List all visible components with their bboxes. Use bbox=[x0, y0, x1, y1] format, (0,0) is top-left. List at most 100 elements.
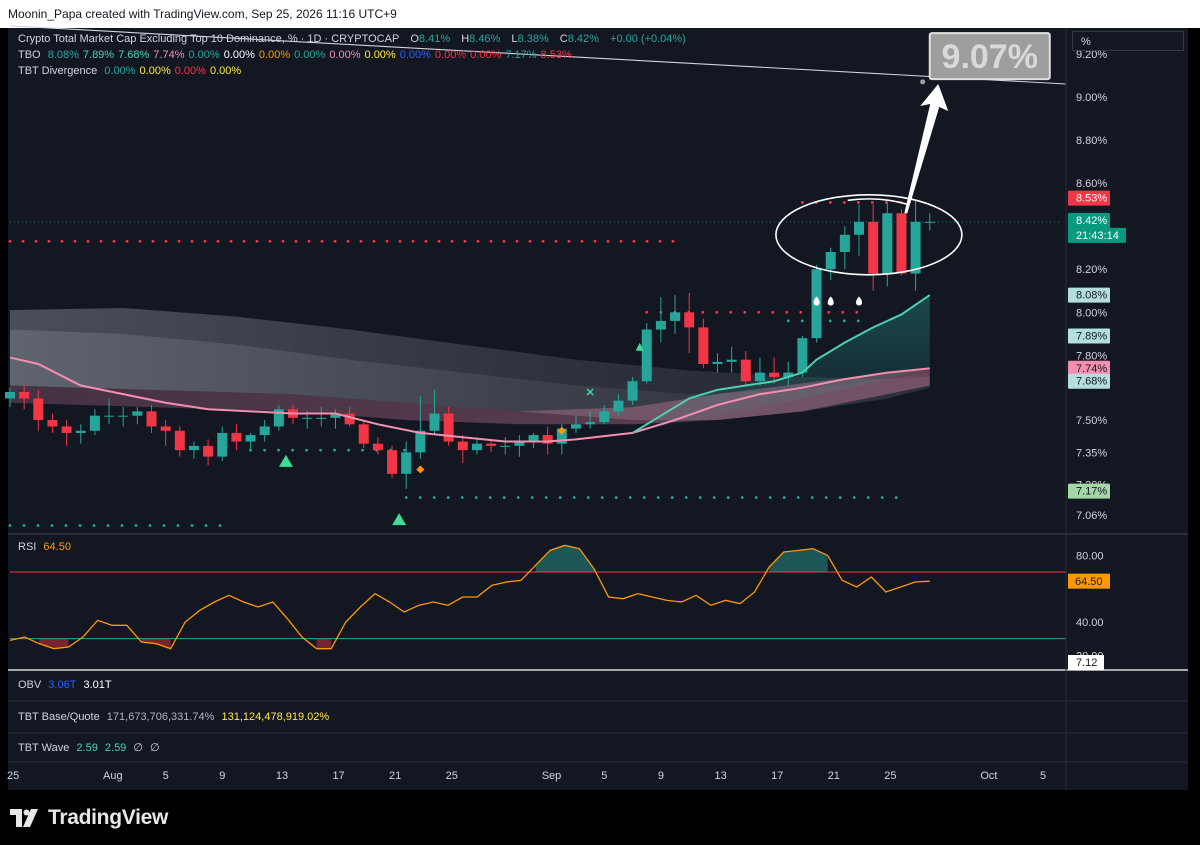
high-label: H bbox=[461, 33, 470, 45]
candle-body bbox=[75, 430, 86, 433]
resistance-dot bbox=[242, 239, 246, 243]
candle-body bbox=[514, 441, 525, 446]
resistance-dot bbox=[437, 239, 441, 243]
support-dot bbox=[162, 524, 166, 527]
candle-body bbox=[118, 415, 129, 417]
time-tick-label: 13 bbox=[715, 770, 727, 782]
scale-mode-button[interactable]: % bbox=[1072, 31, 1184, 51]
tbt-wave-legend[interactable]: TBT Wave 2.59 2.59 ∅ ∅ bbox=[18, 741, 164, 754]
tbo-value: 0.00% bbox=[223, 49, 255, 61]
resistance-dot bbox=[785, 310, 789, 314]
candle-body bbox=[797, 338, 808, 373]
support-dot bbox=[516, 496, 520, 499]
candle-body bbox=[415, 430, 426, 453]
rsi-tick-label: 80.00 bbox=[1076, 550, 1104, 562]
rsi-zone-fill bbox=[316, 638, 332, 649]
candle-body bbox=[868, 221, 879, 274]
tbo-value: 0.00% bbox=[258, 49, 291, 61]
tbo-value: 0.00% bbox=[470, 49, 502, 61]
wave-drop-marker bbox=[856, 296, 862, 306]
low-label: L bbox=[511, 33, 518, 45]
support-dot bbox=[726, 496, 730, 499]
resistance-dot bbox=[320, 239, 324, 243]
support-dot bbox=[614, 496, 618, 499]
resistance-dot bbox=[190, 239, 194, 243]
candle-body bbox=[839, 234, 850, 252]
target-label-box bbox=[928, 32, 1051, 81]
divergence-diamond bbox=[416, 465, 425, 474]
candle-body bbox=[302, 417, 313, 419]
target-label-text: 9.07% bbox=[942, 38, 1038, 76]
support-dot bbox=[204, 524, 208, 527]
rsi-legend[interactable]: RSI 64.50 bbox=[18, 541, 75, 553]
resistance-dot bbox=[715, 310, 719, 314]
support-dot bbox=[474, 496, 478, 499]
close-label: C bbox=[559, 33, 568, 45]
support-dot bbox=[628, 496, 632, 499]
resistance-dot bbox=[177, 239, 181, 243]
price-badge bbox=[1068, 373, 1110, 389]
support-dot bbox=[64, 524, 68, 527]
price-badge bbox=[1068, 328, 1110, 344]
rsi-name: RSI bbox=[18, 541, 37, 553]
resistance-dot bbox=[528, 239, 532, 243]
price-tick-label: 7.80% bbox=[1076, 350, 1107, 362]
resistance-dot bbox=[541, 239, 545, 243]
tradingview-logo[interactable]: TradingView bbox=[10, 806, 168, 830]
ellipse-overstroke bbox=[847, 198, 909, 206]
support-dot bbox=[263, 448, 266, 452]
candle-body bbox=[528, 435, 539, 442]
tbt-divergence-value: 0.00% bbox=[139, 65, 171, 77]
resistance-dot bbox=[771, 310, 775, 314]
time-tick-label: 9 bbox=[658, 770, 664, 782]
tbt-divergence-value: 0.00% bbox=[209, 65, 242, 77]
trendline-layer[interactable] bbox=[9, 25, 1067, 85]
rsi-badge bbox=[1068, 573, 1110, 589]
resistance-dot bbox=[8, 239, 12, 243]
support-dot bbox=[305, 448, 308, 452]
support-dot bbox=[894, 496, 898, 499]
support-dot bbox=[418, 496, 422, 499]
candle-body bbox=[443, 413, 454, 442]
resistance-dot bbox=[701, 310, 705, 314]
tbt-base-quote-legend[interactable]: TBT Base/Quote 171,673,706,331.74% 131,1… bbox=[18, 711, 333, 723]
resistance-dot bbox=[281, 239, 285, 243]
candle-body bbox=[358, 424, 369, 444]
price-badge-label: 8.42% bbox=[1076, 215, 1107, 227]
support-dot bbox=[856, 319, 860, 323]
symbol-legend: Crypto Total Market Cap Excluding Top 10… bbox=[18, 33, 690, 45]
tbo-legend[interactable]: TBO 8.08% 7.89% 7.68% 7.74% 0.00% 0.00% 0.00% 0… bbox=[18, 49, 576, 61]
small-buy-triangle bbox=[635, 342, 644, 351]
support-dot bbox=[403, 448, 406, 452]
resistance-dot bbox=[757, 310, 761, 314]
resistance-dot bbox=[411, 239, 415, 243]
resistance-dot bbox=[567, 239, 571, 243]
price-badge bbox=[1068, 483, 1110, 499]
candle-body bbox=[769, 372, 780, 377]
tbo-value: 8.53% bbox=[540, 49, 572, 61]
support-dot bbox=[134, 524, 138, 527]
footer-bar bbox=[0, 790, 1200, 845]
rsi-zone-fill bbox=[769, 548, 828, 572]
resistance-dot bbox=[164, 239, 168, 243]
support-dot bbox=[600, 496, 604, 499]
tbt-divergence-legend[interactable]: TBT Divergence 0.00% 0.00% 0.00% 0.00% bbox=[18, 65, 245, 77]
rsi-zone-fill bbox=[535, 545, 594, 572]
drawing-annotations[interactable]: 9.07% bbox=[775, 32, 1051, 276]
teal-ema-cloud bbox=[632, 295, 930, 433]
candle-body bbox=[471, 443, 482, 451]
support-dot bbox=[22, 524, 26, 527]
support-dot bbox=[50, 524, 54, 527]
resistance-dot bbox=[671, 239, 675, 243]
resistance-dot bbox=[855, 310, 859, 314]
symbol-name[interactable]: Crypto Total Market Cap Excluding Top 10… bbox=[18, 33, 400, 45]
candle-body bbox=[372, 443, 383, 451]
candle-body bbox=[740, 359, 751, 382]
resistance-dot bbox=[554, 239, 558, 243]
price-tick-label: 9.20% bbox=[1076, 49, 1107, 61]
support-dot bbox=[838, 496, 842, 499]
obv-legend[interactable]: OBV 3.06T 3.01T bbox=[18, 679, 116, 691]
resistance-dot bbox=[21, 239, 25, 243]
support-dot bbox=[558, 496, 562, 499]
